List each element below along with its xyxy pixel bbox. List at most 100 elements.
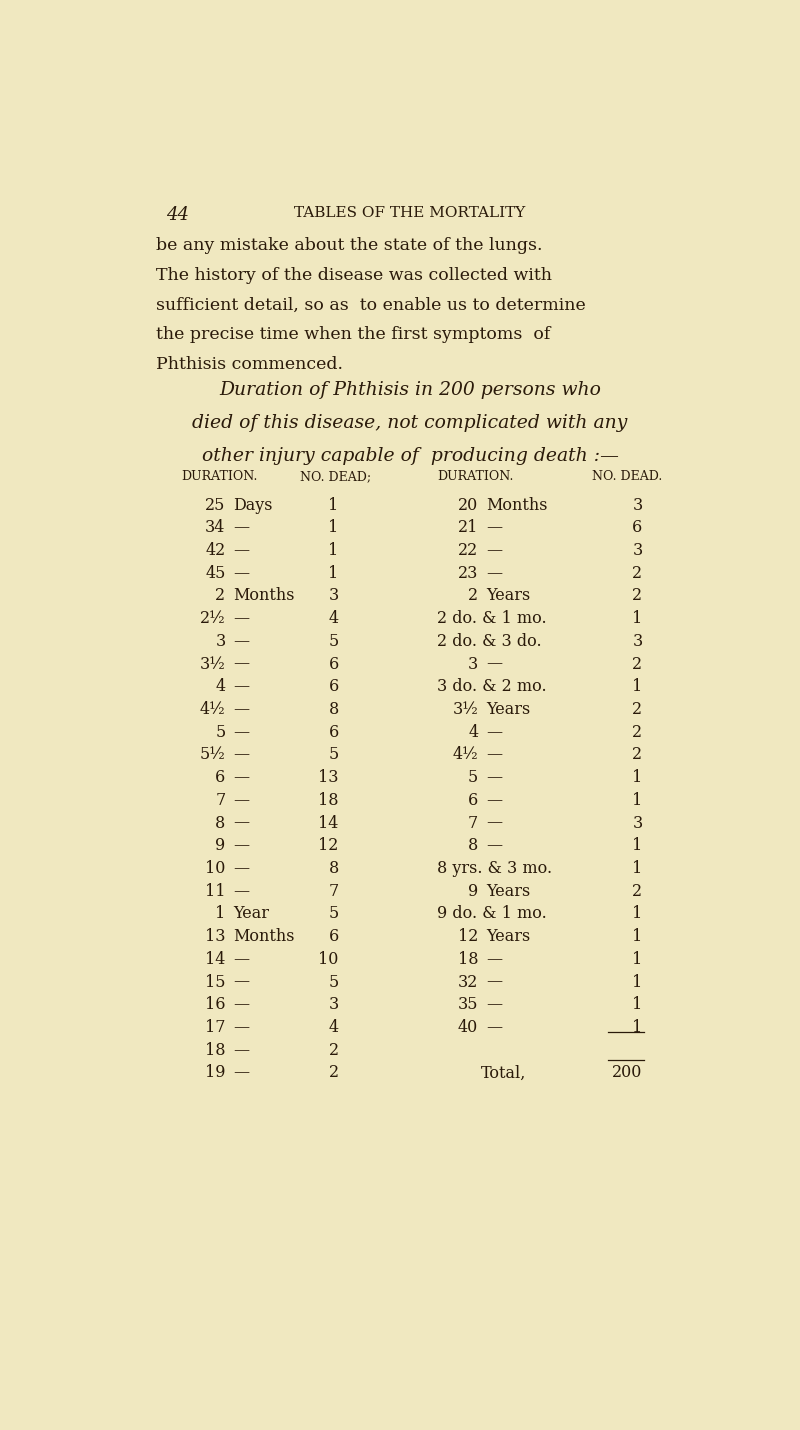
- Text: 5: 5: [329, 746, 338, 764]
- Text: 6: 6: [632, 519, 642, 536]
- Text: —: —: [486, 815, 502, 832]
- Text: 3: 3: [329, 997, 338, 1014]
- Text: —: —: [234, 882, 250, 899]
- Text: 1: 1: [632, 769, 642, 786]
- Text: 2: 2: [632, 701, 642, 718]
- Text: Years: Years: [486, 701, 530, 718]
- Text: 9: 9: [215, 837, 226, 854]
- Text: 1: 1: [632, 678, 642, 695]
- Text: 32: 32: [458, 974, 478, 991]
- Text: 2: 2: [632, 588, 642, 605]
- Text: 14: 14: [318, 815, 338, 832]
- Text: —: —: [234, 519, 250, 536]
- Text: —: —: [234, 997, 250, 1014]
- Text: —: —: [234, 769, 250, 786]
- Text: —: —: [486, 974, 502, 991]
- Text: NO. DEAD.: NO. DEAD.: [592, 470, 662, 483]
- Text: —: —: [486, 655, 502, 672]
- Text: sufficient detail, so as  to enable us to determine: sufficient detail, so as to enable us to…: [156, 296, 586, 313]
- Text: 8: 8: [329, 859, 338, 877]
- Text: —: —: [486, 746, 502, 764]
- Text: 4: 4: [215, 678, 226, 695]
- Text: 2 do. & 3 do.: 2 do. & 3 do.: [437, 633, 542, 649]
- Text: 2: 2: [632, 565, 642, 582]
- Text: —: —: [234, 724, 250, 741]
- Text: 3½: 3½: [453, 701, 478, 718]
- Text: Duration of Phthisis in 200 persons who: Duration of Phthisis in 200 persons who: [219, 380, 601, 399]
- Text: TABLES OF THE MORTALITY: TABLES OF THE MORTALITY: [294, 206, 526, 220]
- Text: 1: 1: [632, 951, 642, 968]
- Text: 200: 200: [612, 1064, 642, 1081]
- Text: Months: Months: [486, 496, 547, 513]
- Text: 6: 6: [329, 678, 338, 695]
- Text: 18: 18: [458, 951, 478, 968]
- Text: 16: 16: [205, 997, 226, 1014]
- Text: 9: 9: [468, 882, 478, 899]
- Text: —: —: [486, 565, 502, 582]
- Text: —: —: [234, 1041, 250, 1058]
- Text: 1: 1: [632, 859, 642, 877]
- Text: —: —: [234, 678, 250, 695]
- Text: 2: 2: [632, 746, 642, 764]
- Text: —: —: [234, 746, 250, 764]
- Text: 44: 44: [166, 206, 189, 225]
- Text: 7: 7: [468, 815, 478, 832]
- Text: 7: 7: [329, 882, 338, 899]
- Text: —: —: [486, 519, 502, 536]
- Text: The history of the disease was collected with: The history of the disease was collected…: [156, 266, 552, 283]
- Text: —: —: [486, 1020, 502, 1035]
- Text: 1: 1: [329, 519, 338, 536]
- Text: —: —: [234, 974, 250, 991]
- Text: —: —: [486, 769, 502, 786]
- Text: 8: 8: [468, 837, 478, 854]
- Text: —: —: [234, 655, 250, 672]
- Text: 13: 13: [205, 928, 226, 945]
- Text: DURATION.: DURATION.: [182, 470, 258, 483]
- Text: 6: 6: [215, 769, 226, 786]
- Text: 2: 2: [329, 1064, 338, 1081]
- Text: 8 yrs. & 3 mo.: 8 yrs. & 3 mo.: [437, 859, 552, 877]
- Text: Months: Months: [234, 588, 294, 605]
- Text: 2: 2: [632, 724, 642, 741]
- Text: 35: 35: [458, 997, 478, 1014]
- Text: 18: 18: [318, 792, 338, 809]
- Text: 6: 6: [329, 928, 338, 945]
- Text: 5: 5: [215, 724, 226, 741]
- Text: —: —: [234, 1020, 250, 1035]
- Text: 2: 2: [632, 882, 642, 899]
- Text: —: —: [486, 997, 502, 1014]
- Text: died of this disease, not complicated with any: died of this disease, not complicated wi…: [192, 415, 628, 432]
- Text: 1: 1: [632, 928, 642, 945]
- Text: 3: 3: [632, 815, 642, 832]
- Text: —: —: [234, 633, 250, 649]
- Text: 2: 2: [215, 588, 226, 605]
- Text: 1: 1: [329, 542, 338, 559]
- Text: 1: 1: [632, 837, 642, 854]
- Text: —: —: [234, 951, 250, 968]
- Text: —: —: [234, 701, 250, 718]
- Text: 6: 6: [329, 724, 338, 741]
- Text: 3: 3: [329, 588, 338, 605]
- Text: 13: 13: [318, 769, 338, 786]
- Text: 12: 12: [458, 928, 478, 945]
- Text: Year: Year: [234, 905, 270, 922]
- Text: 2: 2: [468, 588, 478, 605]
- Text: the precise time when the first symptoms  of: the precise time when the first symptoms…: [156, 326, 550, 343]
- Text: 21: 21: [458, 519, 478, 536]
- Text: Days: Days: [234, 496, 273, 513]
- Text: 2: 2: [632, 655, 642, 672]
- Text: 40: 40: [458, 1020, 478, 1035]
- Text: 1: 1: [632, 792, 642, 809]
- Text: 3: 3: [468, 655, 478, 672]
- Text: 2: 2: [329, 1041, 338, 1058]
- Text: —: —: [234, 859, 250, 877]
- Text: 6: 6: [468, 792, 478, 809]
- Text: 15: 15: [205, 974, 226, 991]
- Text: Years: Years: [486, 882, 530, 899]
- Text: Total,: Total,: [481, 1064, 526, 1081]
- Text: 23: 23: [458, 565, 478, 582]
- Text: 8: 8: [329, 701, 338, 718]
- Text: 5: 5: [468, 769, 478, 786]
- Text: Years: Years: [486, 588, 530, 605]
- Text: 2½: 2½: [200, 611, 226, 628]
